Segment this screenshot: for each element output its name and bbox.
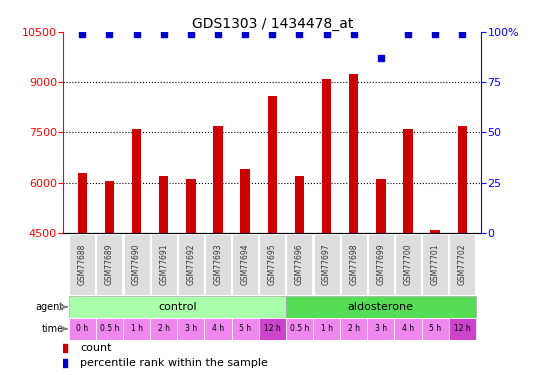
Bar <box>69 318 96 340</box>
Bar <box>178 234 204 295</box>
Text: aldosterone: aldosterone <box>348 302 414 312</box>
Bar <box>69 296 286 318</box>
Text: 5 h: 5 h <box>239 324 251 333</box>
Bar <box>287 234 312 295</box>
Bar <box>458 126 467 233</box>
Text: 0.5 h: 0.5 h <box>100 324 119 333</box>
Text: 12 h: 12 h <box>264 324 280 333</box>
Bar <box>205 234 231 295</box>
Text: 1 h: 1 h <box>321 324 333 333</box>
Bar <box>368 234 394 295</box>
Text: count: count <box>80 343 112 352</box>
Bar <box>124 234 150 295</box>
Bar <box>340 318 367 340</box>
Text: GSM77696: GSM77696 <box>295 244 304 285</box>
Bar <box>213 126 223 233</box>
Text: agent: agent <box>36 302 64 312</box>
Bar <box>430 230 440 233</box>
Bar <box>232 234 258 295</box>
Text: GSM77698: GSM77698 <box>349 244 358 285</box>
Bar <box>159 176 168 233</box>
Text: GSM77689: GSM77689 <box>105 244 114 285</box>
Text: GSM77697: GSM77697 <box>322 244 331 285</box>
Bar <box>205 318 232 340</box>
Text: 4 h: 4 h <box>402 324 414 333</box>
Bar <box>322 79 331 233</box>
Bar <box>177 318 205 340</box>
Text: 1 h: 1 h <box>130 324 142 333</box>
Text: 12 h: 12 h <box>454 324 471 333</box>
Bar <box>449 318 476 340</box>
Bar <box>258 318 286 340</box>
Text: 0.5 h: 0.5 h <box>290 324 309 333</box>
Bar <box>151 234 177 295</box>
Text: GSM77694: GSM77694 <box>240 244 250 285</box>
Bar <box>286 318 313 340</box>
Bar <box>123 318 150 340</box>
Bar <box>96 234 123 295</box>
Bar <box>403 129 412 233</box>
Text: GSM77702: GSM77702 <box>458 244 467 285</box>
Bar <box>422 234 448 295</box>
Text: 3 h: 3 h <box>375 324 387 333</box>
Bar <box>78 172 87 233</box>
Text: 2 h: 2 h <box>348 324 360 333</box>
Bar <box>376 179 386 233</box>
Bar <box>313 318 340 340</box>
Text: GSM77701: GSM77701 <box>431 244 439 285</box>
Bar <box>96 318 123 340</box>
Bar <box>286 296 476 318</box>
Bar <box>340 234 367 295</box>
Text: 0 h: 0 h <box>76 324 89 333</box>
Bar <box>421 318 449 340</box>
Text: 5 h: 5 h <box>429 324 441 333</box>
Text: time: time <box>42 324 64 334</box>
Bar <box>295 176 304 233</box>
Text: percentile rank within the sample: percentile rank within the sample <box>80 358 268 368</box>
Bar <box>394 318 421 340</box>
Bar <box>349 74 359 233</box>
Bar <box>186 179 196 233</box>
Text: 4 h: 4 h <box>212 324 224 333</box>
Bar <box>314 234 339 295</box>
Text: 3 h: 3 h <box>185 324 197 333</box>
Bar <box>449 234 475 295</box>
Title: GDS1303 / 1434478_at: GDS1303 / 1434478_at <box>191 17 353 31</box>
Bar <box>132 129 141 233</box>
Text: 2 h: 2 h <box>158 324 170 333</box>
Bar <box>259 234 285 295</box>
Bar <box>240 169 250 233</box>
Bar <box>69 234 95 295</box>
Text: GSM77692: GSM77692 <box>186 244 195 285</box>
Text: GSM77688: GSM77688 <box>78 244 87 285</box>
Bar <box>267 96 277 233</box>
Bar <box>232 318 258 340</box>
Text: control: control <box>158 302 196 312</box>
Bar <box>104 181 114 233</box>
Text: GSM77699: GSM77699 <box>376 244 386 285</box>
Bar <box>367 318 394 340</box>
Text: GSM77690: GSM77690 <box>132 244 141 285</box>
Text: GSM77693: GSM77693 <box>213 244 222 285</box>
Bar <box>150 318 177 340</box>
Text: GSM77700: GSM77700 <box>404 244 412 285</box>
Text: GSM77695: GSM77695 <box>268 244 277 285</box>
Text: GSM77691: GSM77691 <box>159 244 168 285</box>
Bar <box>395 234 421 295</box>
